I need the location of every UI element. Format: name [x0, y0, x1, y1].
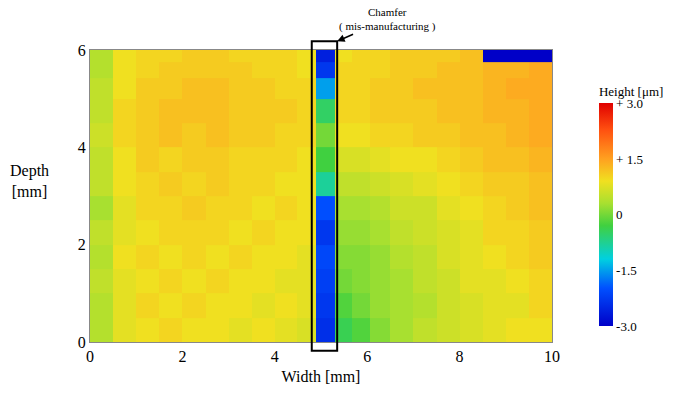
svg-text:4: 4	[271, 348, 279, 365]
svg-text:0: 0	[86, 348, 94, 365]
svg-text:2: 2	[78, 236, 86, 253]
svg-text:10: 10	[544, 348, 560, 365]
svg-text:8: 8	[456, 348, 464, 365]
svg-text:+ 1.5: + 1.5	[616, 152, 643, 167]
svg-text:Chamfer( mis-manufacturing ): Chamfer( mis-manufacturing )	[339, 6, 436, 33]
svg-text:6: 6	[78, 42, 86, 59]
svg-text:0: 0	[78, 334, 86, 351]
svg-text:0: 0	[616, 207, 623, 222]
svg-text:2: 2	[178, 348, 186, 365]
svg-text:+ 3.0: + 3.0	[616, 96, 643, 111]
svg-text:-3.0: -3.0	[616, 319, 637, 334]
svg-text:4: 4	[78, 139, 86, 156]
svg-text:-1.5: -1.5	[616, 263, 637, 278]
svg-text:6: 6	[363, 348, 371, 365]
svg-text:Height [μm]: Height [μm]	[599, 84, 663, 99]
svg-text:Width [mm]: Width [mm]	[282, 368, 361, 385]
svg-text:Depth[mm]: Depth[mm]	[10, 162, 49, 200]
